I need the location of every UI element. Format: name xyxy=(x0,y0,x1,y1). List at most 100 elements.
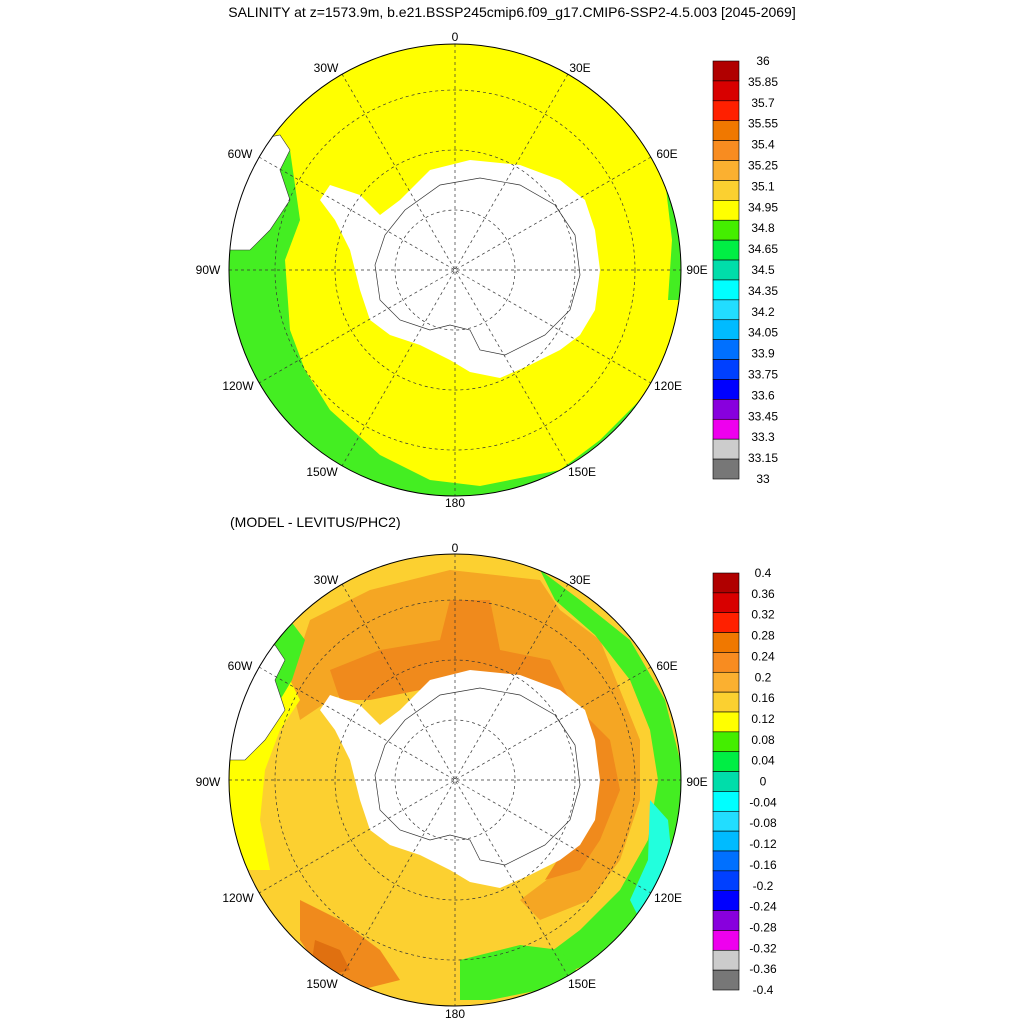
colorbar-tick-label: -0.2 xyxy=(753,879,774,893)
colorbar-tick-label: 34.65 xyxy=(748,242,778,256)
colorbar-swatch xyxy=(712,612,740,633)
colorbar-tick-label: 33.15 xyxy=(748,451,778,465)
colorbar-swatch xyxy=(712,239,740,261)
lon-label-120e: 120E xyxy=(654,379,682,393)
colorbar-tick-label: 35.7 xyxy=(751,96,775,110)
colorbar-swatch xyxy=(712,319,740,340)
lon-label-150e-b: 150E xyxy=(568,977,596,991)
colorbar-swatch xyxy=(712,771,740,792)
colorbar-tick-label: 34.8 xyxy=(751,221,775,235)
colorbar-swatch xyxy=(712,359,740,380)
lon-label-150w: 150W xyxy=(306,465,338,479)
lon-label-120w-b: 120W xyxy=(222,891,254,905)
diff-field-dark-orange xyxy=(330,600,620,880)
lon-label-180: 180 xyxy=(445,496,465,510)
colorbar-tick-label: 0.2 xyxy=(755,670,772,684)
colorbar-tick-label: -0.08 xyxy=(749,816,777,830)
lon-label-0: 0 xyxy=(452,30,459,44)
colorbar-tick-label: 33.45 xyxy=(748,409,778,423)
colorbar-swatch xyxy=(712,810,740,832)
colorbar-swatch xyxy=(712,339,740,360)
colorbar-swatch xyxy=(712,80,740,102)
colorbar-tick-label: 0.36 xyxy=(751,587,775,601)
lon-label-180-b: 180 xyxy=(445,1007,465,1021)
colorbar-tick-label: 35.4 xyxy=(751,138,775,152)
colorbar-swatch xyxy=(712,180,740,201)
diff-field-green-west xyxy=(270,620,305,700)
lon-label-90e: 90E xyxy=(686,263,707,277)
colorbar-swatch xyxy=(712,140,740,161)
colorbar-swatch xyxy=(712,160,740,181)
figure-title: SALINITY at z=1573.9m, b.e21.BSSP245cmip… xyxy=(228,4,796,20)
colorbar-swatch xyxy=(712,219,740,241)
colorbar-tick-label: -0.12 xyxy=(749,837,777,851)
colorbar-tick-label: -0.36 xyxy=(749,962,777,976)
salinity-difference-map: 0 30E 60E 90E 120E 150E 180 150W 120W 90… xyxy=(196,541,708,1021)
colorbar-swatch xyxy=(712,120,740,141)
colorbar-tick-label: -0.04 xyxy=(749,795,777,809)
colorbar-tick-label: 0.16 xyxy=(751,691,775,705)
lon-label-120w: 120W xyxy=(222,379,254,393)
colorbar-swatch xyxy=(712,671,740,693)
difference-colorbar: 0.4 0.36 0.32 0.28 0.24 0.2 0.16 0.12 0.08 0.04 0 -… xyxy=(712,566,777,997)
colorbar-swatch xyxy=(712,632,740,653)
antarctica-landmass xyxy=(320,160,600,378)
colorbar-tick-label: 0.08 xyxy=(751,733,775,747)
lon-label-120e-b: 120E xyxy=(654,891,682,905)
colorbar-tick-label: 0.28 xyxy=(751,629,775,643)
colorbar-swatch xyxy=(712,910,740,931)
colorbar-swatch xyxy=(712,379,740,400)
colorbar-swatch xyxy=(712,731,740,753)
colorbar-swatch xyxy=(712,751,740,772)
colorbar-tick-label: -0.28 xyxy=(749,920,777,934)
lon-label-60e-b: 60E xyxy=(656,659,677,673)
lon-label-60e: 60E xyxy=(656,147,677,161)
lon-label-90w-b: 90W xyxy=(196,775,221,789)
colorbar-tick-label: 35.85 xyxy=(748,75,778,89)
colorbar-tick-label: 0.32 xyxy=(751,608,775,622)
colorbar-swatch xyxy=(712,100,740,122)
colorbar-tick-label: 33.3 xyxy=(751,430,775,444)
lon-label-30e: 30E xyxy=(569,61,590,75)
colorbar-swatch xyxy=(712,949,740,971)
colorbar-tick-label: 35.1 xyxy=(751,179,775,193)
colorbar-swatch xyxy=(712,259,740,281)
colorbar-swatch xyxy=(712,592,740,614)
lon-label-30w: 30W xyxy=(314,61,339,75)
colorbar-swatch xyxy=(712,418,740,440)
colorbar-tick-label: 0.4 xyxy=(755,566,772,580)
salinity-field-yellow-inner xyxy=(292,230,681,478)
colorbar-swatch xyxy=(712,399,740,420)
lon-label-90e-b: 90E xyxy=(686,775,707,789)
lon-label-150w-b: 150W xyxy=(306,977,338,991)
colorbar-swatch xyxy=(712,930,740,951)
colorbar-tick-label: 0 xyxy=(760,775,767,789)
colorbar-swatch xyxy=(712,60,740,82)
colorbar-tick-label: 34.35 xyxy=(748,284,778,298)
colorbar-swatch xyxy=(712,791,740,812)
colorbar-tick-label: 33.75 xyxy=(748,368,778,382)
colorbar-swatch xyxy=(712,458,740,480)
colorbar-tick-label: -0.4 xyxy=(753,983,774,997)
colorbar-swatch xyxy=(712,299,740,321)
antarctica-landmass-2 xyxy=(320,670,600,888)
colorbar-tick-label: 33 xyxy=(756,472,770,486)
colorbar-tick-label: 34.2 xyxy=(751,305,775,319)
lon-label-30e-b: 30E xyxy=(569,573,590,587)
lon-label-150e: 150E xyxy=(568,465,596,479)
colorbar-swatch xyxy=(712,572,740,594)
colorbar-swatch xyxy=(712,830,740,852)
colorbar-tick-label: -0.16 xyxy=(749,858,777,872)
colorbar-swatch xyxy=(712,969,740,991)
colorbar-swatch xyxy=(712,890,740,911)
difference-map-border xyxy=(228,553,682,1007)
colorbar-tick-label: 34.5 xyxy=(751,263,775,277)
colorbar-swatch xyxy=(712,850,740,872)
lon-label-60w: 60W xyxy=(228,147,253,161)
lon-label-0-b: 0 xyxy=(452,541,459,555)
colorbar-tick-label: 0.04 xyxy=(751,754,775,768)
colorbar-tick-label: 33.9 xyxy=(751,347,775,361)
colorbar-swatch xyxy=(712,691,740,713)
colorbar-swatch xyxy=(712,870,740,892)
salinity-map-border xyxy=(228,43,682,497)
